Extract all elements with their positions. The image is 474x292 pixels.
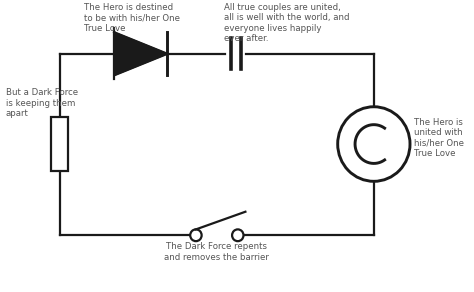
Text: All true couples are united,
all is well with the world, and
everyone lives happ: All true couples are united, all is well… (224, 3, 349, 43)
Circle shape (337, 107, 410, 181)
Text: The Hero is
united with
his/her One
True Love: The Hero is united with his/her One True… (414, 118, 464, 158)
Bar (51, 117, 68, 171)
Circle shape (232, 230, 244, 241)
Circle shape (190, 230, 201, 241)
Text: The Hero is destined
to be with his/her One
True Love: The Hero is destined to be with his/her … (83, 3, 180, 33)
Polygon shape (114, 32, 167, 75)
Text: The Dark Force repents
and removes the barrier: The Dark Force repents and removes the b… (164, 242, 269, 262)
Text: But a Dark Force
is keeping them
apart: But a Dark Force is keeping them apart (6, 88, 78, 118)
